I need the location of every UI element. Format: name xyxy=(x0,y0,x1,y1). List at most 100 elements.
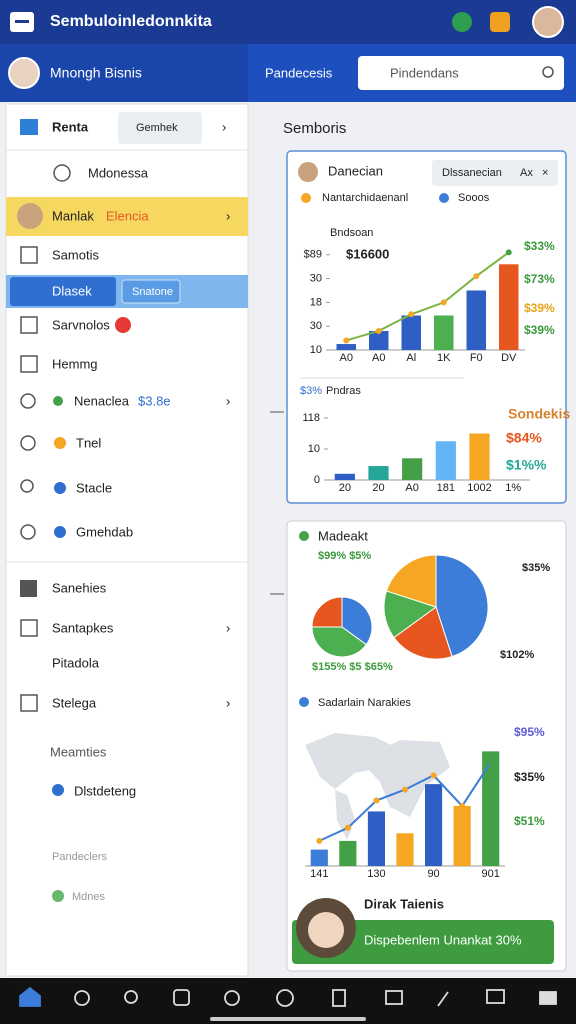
nav-screen[interactable] xyxy=(486,989,505,1004)
promo-banner[interactable] xyxy=(292,920,554,964)
map-land xyxy=(305,733,395,789)
card-tabs[interactable] xyxy=(432,160,558,186)
chevron: › xyxy=(222,119,226,134)
sidebar-icon xyxy=(20,119,38,135)
card-tab[interactable]: Ax xyxy=(520,167,533,179)
section-heading: Semboris xyxy=(283,120,346,137)
close-button[interactable]: × xyxy=(542,167,548,179)
sidebar-item[interactable]: Dlstdeteng xyxy=(74,783,136,798)
status-icon[interactable] xyxy=(452,12,472,32)
nav-phone[interactable] xyxy=(332,989,346,1007)
sidebar-item[interactable]: Nenaclea xyxy=(74,393,130,408)
x-tick-label: DV xyxy=(501,352,517,364)
highlight-row xyxy=(6,197,248,236)
annotation: $39% xyxy=(524,323,555,337)
annotation: $35% xyxy=(514,770,545,784)
line-point xyxy=(316,837,323,844)
line-point xyxy=(375,327,382,334)
item-button[interactable] xyxy=(121,279,181,304)
user-panel xyxy=(0,44,248,102)
item-dot xyxy=(54,526,66,538)
sidebar-item[interactable]: Mdnes xyxy=(72,891,106,903)
item-dot xyxy=(52,784,64,796)
user-avatar[interactable] xyxy=(8,57,40,89)
nav-profile[interactable] xyxy=(539,991,557,1005)
nav-search[interactable] xyxy=(124,990,138,1004)
gift-icon[interactable] xyxy=(490,12,510,32)
sidebar-item[interactable]: Stacle xyxy=(76,480,112,495)
chevron: › xyxy=(226,208,230,223)
home-indicator xyxy=(210,1017,366,1021)
x-tick-label: F0 xyxy=(470,352,483,364)
sidebar-item[interactable]: Sarvnolos xyxy=(52,317,110,332)
line-point xyxy=(343,337,350,344)
y-tick-label: $89 xyxy=(304,249,322,261)
item-icon xyxy=(20,580,37,597)
sidebar-item[interactable]: Pitadola xyxy=(52,655,100,670)
nav-add[interactable] xyxy=(276,989,294,1007)
nav-media[interactable] xyxy=(385,990,403,1005)
nav-home[interactable] xyxy=(19,986,41,1007)
sidebar-item[interactable]: Santapkes xyxy=(52,620,114,635)
line-point xyxy=(440,299,447,306)
nav-tools[interactable] xyxy=(437,991,449,1007)
pie-slice xyxy=(385,554,437,608)
item-dot xyxy=(54,437,66,449)
nav-chat[interactable] xyxy=(74,990,90,1006)
x-tick-label: 1002 xyxy=(467,482,491,494)
annotation: $51% xyxy=(514,814,545,828)
sidebar-item[interactable]: Hemmg xyxy=(52,356,98,371)
bar xyxy=(369,330,389,350)
sidebar-item[interactable]: Meamties xyxy=(50,744,107,759)
bar xyxy=(453,805,471,866)
bar xyxy=(339,840,357,866)
card-avatar xyxy=(298,162,318,182)
y-tick-label: 0 xyxy=(314,474,320,486)
sidebar-item[interactable]: Sanehies xyxy=(52,580,107,595)
bar xyxy=(310,849,328,866)
nav-clock[interactable] xyxy=(224,990,240,1006)
nav-info[interactable] xyxy=(173,989,190,1006)
x-tick-label: 1% xyxy=(505,482,521,494)
promo-title: Dirak Taienis xyxy=(364,896,444,911)
annotation: $39% xyxy=(524,301,555,315)
line-point xyxy=(373,797,380,804)
annotation: $1%% xyxy=(506,457,547,473)
line-point xyxy=(505,249,512,256)
card-tab[interactable]: Dlssanecian xyxy=(442,167,502,179)
pie-slice xyxy=(311,596,343,628)
profile-avatar[interactable] xyxy=(532,6,564,38)
sidebar-item[interactable]: Mdonessa xyxy=(88,165,149,180)
nav-tab[interactable]: Pandecesis xyxy=(265,65,333,80)
annotation: $33% xyxy=(524,239,555,253)
sidebar-item[interactable]: Stelega xyxy=(52,695,97,710)
item-dot xyxy=(52,890,64,902)
x-tick-label: 90 xyxy=(427,868,439,880)
app-title: Sembuloinledonnkita xyxy=(50,13,212,30)
sidebar-item[interactable]: Manlak xyxy=(52,208,94,223)
line-point xyxy=(473,273,480,280)
annotation: $35% xyxy=(522,562,550,574)
pie-slice xyxy=(393,606,453,660)
sidebar-item[interactable]: Pandeclers xyxy=(52,851,108,863)
sidebar-item[interactable]: Samotis xyxy=(52,247,99,262)
sidebar-tab[interactable] xyxy=(118,112,202,144)
bar xyxy=(434,315,454,350)
sidebar-item[interactable]: Tnel xyxy=(76,435,101,450)
title-dot xyxy=(299,697,309,707)
search-placeholder: Pindendans xyxy=(390,65,459,80)
selected-item[interactable] xyxy=(10,277,116,306)
chevron: › xyxy=(226,620,230,635)
bar xyxy=(402,458,423,480)
x-tick-label: A0 xyxy=(340,352,353,364)
line-point xyxy=(459,802,466,809)
legend-swatch xyxy=(439,193,449,203)
sidebar-item[interactable]: Gmehdab xyxy=(76,524,133,539)
nav-icons xyxy=(19,986,557,1007)
x-tick-label: 20 xyxy=(339,482,351,494)
bar xyxy=(499,264,519,350)
search-box[interactable] xyxy=(358,56,564,90)
bar xyxy=(425,784,443,866)
pie-slice xyxy=(383,590,438,639)
annotation: $73% xyxy=(524,272,555,286)
